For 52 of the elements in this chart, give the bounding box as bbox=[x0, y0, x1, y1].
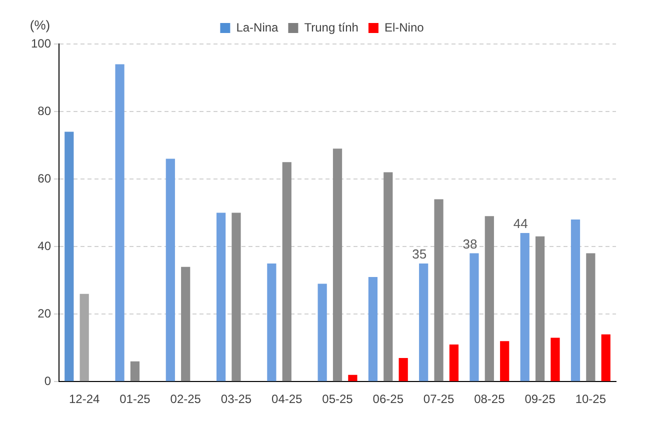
bar bbox=[398, 358, 408, 382]
bar bbox=[434, 199, 444, 382]
data-label: 38 bbox=[462, 236, 478, 252]
bar bbox=[166, 158, 175, 382]
bar bbox=[318, 284, 327, 382]
bar bbox=[130, 361, 140, 382]
x-tick-label: 09-25 bbox=[524, 392, 556, 406]
bar bbox=[64, 132, 74, 382]
bar bbox=[348, 374, 358, 382]
bar bbox=[282, 162, 292, 382]
y-tick-label: 20 bbox=[38, 306, 52, 320]
bar bbox=[384, 172, 393, 382]
y-tick-label: 100 bbox=[30, 36, 52, 50]
bar bbox=[232, 212, 241, 382]
legend-label: El-Nino bbox=[384, 20, 424, 34]
x-tick-label: 02-25 bbox=[170, 392, 202, 406]
x-tick-label: 10-25 bbox=[575, 392, 606, 406]
data-label: 35 bbox=[412, 246, 427, 262]
y-tick-label: 80 bbox=[38, 104, 52, 118]
bar bbox=[216, 212, 226, 382]
bar bbox=[181, 266, 190, 382]
x-tick-label: 06-25 bbox=[372, 392, 404, 406]
x-tick-label: 01-25 bbox=[120, 392, 151, 406]
data-label: 44 bbox=[513, 216, 528, 232]
x-tick-label: 07-25 bbox=[423, 392, 454, 406]
bar bbox=[80, 294, 89, 382]
x-tick-label: 04-25 bbox=[272, 392, 303, 406]
x-tick-label: 03-25 bbox=[220, 392, 252, 406]
x-tick-label: 12-24 bbox=[68, 392, 100, 406]
y-axis-title: (%) bbox=[30, 18, 50, 33]
bar bbox=[449, 344, 459, 382]
bar bbox=[586, 253, 596, 382]
bar bbox=[550, 338, 560, 382]
bar bbox=[484, 216, 494, 382]
y-tick-label: 40 bbox=[38, 238, 52, 253]
bar bbox=[520, 233, 530, 382]
legend-label: Trung tính bbox=[304, 20, 358, 34]
bar bbox=[570, 220, 580, 382]
x-tick-label: 05-25 bbox=[322, 392, 354, 406]
y-tick-label: 0 bbox=[44, 374, 52, 388]
legend-label: La-Nina bbox=[236, 20, 279, 34]
bar bbox=[601, 334, 610, 382]
y-tick-label: 60 bbox=[38, 171, 52, 186]
bar bbox=[368, 276, 378, 382]
bar bbox=[115, 64, 124, 382]
bar bbox=[332, 148, 342, 382]
bar bbox=[535, 236, 545, 382]
bar bbox=[470, 253, 479, 382]
bar bbox=[500, 341, 510, 382]
bar bbox=[267, 263, 276, 382]
bar bbox=[419, 263, 428, 382]
x-tick-label: 08-25 bbox=[474, 392, 506, 406]
